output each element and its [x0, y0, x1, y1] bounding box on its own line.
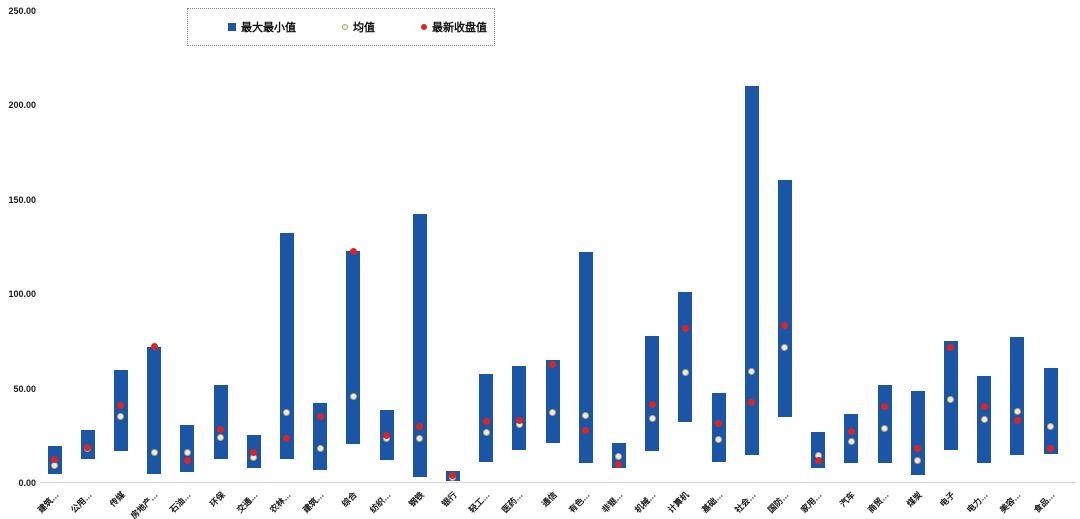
close-dot [947, 344, 955, 352]
range-bar [412, 213, 427, 478]
range-bar [877, 384, 892, 464]
y-axis-tick-label: 50.00 [13, 383, 36, 394]
legend-item-mean: 均值 [342, 19, 375, 35]
close-dot [349, 247, 357, 255]
close-dot [549, 361, 556, 369]
close-dot [183, 456, 191, 464]
mean-dot [748, 367, 756, 375]
mean-dot [549, 408, 556, 416]
mean-dot [217, 434, 224, 442]
circle-icon [421, 24, 427, 30]
mean-dot [51, 462, 58, 470]
close-dot [914, 444, 922, 452]
close-dot [84, 443, 92, 451]
mean-dot [1013, 407, 1021, 415]
close-dot [781, 321, 789, 329]
y-axis-tick-label: 0.00 [18, 478, 36, 488]
close-dot [515, 417, 523, 425]
x-axis-line [40, 482, 1076, 483]
range-bar [645, 335, 660, 451]
close-dot [449, 471, 457, 479]
close-dot [814, 456, 822, 464]
mean-dot [1047, 422, 1054, 430]
mean-dot [283, 408, 291, 416]
range-bar [1010, 337, 1025, 455]
range-bar [113, 369, 128, 451]
legend-label-close: 最新收盘值 [432, 22, 487, 34]
square-icon [228, 23, 236, 31]
x-axis-label: 建筑… [35, 489, 61, 515]
close-dot [748, 399, 756, 407]
close-dot [582, 426, 590, 434]
close-dot [615, 460, 623, 468]
range-bar [545, 360, 560, 444]
close-dot [648, 401, 656, 409]
close-dot [681, 325, 689, 333]
close-dot [1013, 417, 1021, 425]
range-bar [578, 252, 593, 464]
close-dot [51, 455, 58, 463]
range-bar [346, 251, 361, 445]
mean-dot [582, 412, 590, 420]
legend-label-mean: 均值 [353, 22, 375, 34]
close-dot [250, 449, 258, 457]
range-bar [777, 179, 792, 417]
close-dot [715, 419, 722, 427]
mean-dot [416, 435, 424, 443]
mean-dot [847, 437, 855, 445]
range-bar [711, 393, 726, 463]
range-bar [213, 384, 228, 460]
mean-dot [150, 449, 158, 457]
legend-item-range: 最大最小值 [228, 19, 296, 35]
mean-dot [648, 415, 656, 423]
range-bar [1043, 367, 1058, 454]
mean-dot [117, 413, 125, 421]
close-dot [150, 343, 158, 351]
range-bar [147, 346, 162, 474]
mean-dot [482, 429, 490, 437]
close-dot [117, 402, 125, 409]
mean-dot [316, 445, 324, 453]
chart-legend: 最大最小值 均值 最新收盘值 [187, 8, 495, 46]
close-dot [847, 428, 855, 436]
mean-dot [681, 368, 689, 376]
y-axis-tick-label: 100.00 [8, 289, 36, 299]
range-bar [943, 341, 958, 450]
close-dot [383, 432, 390, 440]
range-bar [744, 86, 759, 455]
range-bar [279, 232, 294, 460]
legend-item-close: 最新收盘值 [421, 19, 487, 35]
y-axis-tick-label: 200.00 [8, 100, 36, 110]
range-bar [910, 391, 925, 476]
circle-icon [342, 24, 348, 30]
close-dot [881, 402, 888, 410]
range-bar [512, 365, 527, 450]
range-bar [313, 402, 328, 470]
y-axis-tick-label: 250.00 [8, 5, 36, 16]
close-dot [283, 435, 291, 443]
mean-dot [881, 424, 888, 432]
close-dot [217, 425, 224, 433]
mean-dot [715, 436, 722, 444]
mean-dot [349, 392, 357, 400]
mean-dot [947, 396, 955, 404]
legend-label-range: 最大最小值 [241, 22, 296, 34]
y-axis-tick-label: 150.00 [8, 194, 36, 205]
close-dot [416, 422, 424, 430]
mean-dot [183, 449, 191, 457]
mean-dot [781, 344, 789, 352]
close-dot [1047, 444, 1054, 452]
mean-dot [615, 453, 623, 461]
range-bar [678, 292, 693, 422]
mean-dot [914, 456, 922, 464]
close-dot [980, 402, 988, 410]
mean-dot [980, 416, 988, 424]
close-dot [316, 413, 324, 421]
close-dot [482, 418, 490, 426]
